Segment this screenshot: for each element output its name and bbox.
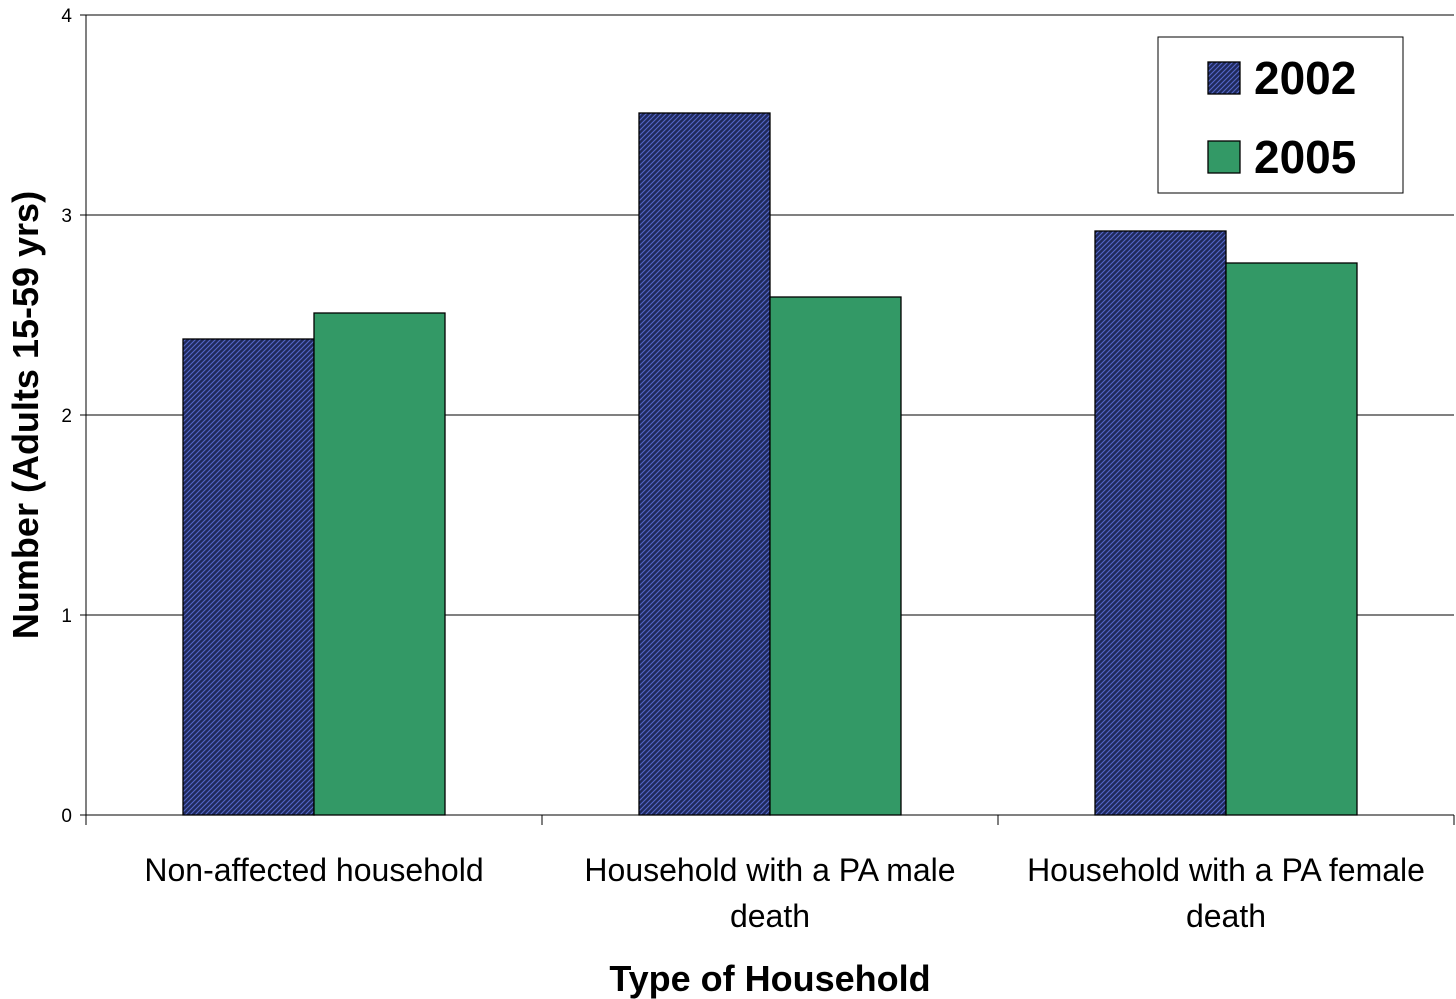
bar-2005 [1225,262,1358,816]
x-axis-title: Type of Household [609,958,930,999]
y-tick-label: 3 [61,206,72,227]
x-category-label: Non-affected household [144,852,483,888]
x-category-label: death [730,898,810,934]
x-category-label: Household with a PA male [584,852,955,888]
bar-2005 [313,312,446,816]
x-category-label: Household with a PA female [1027,852,1425,888]
y-tick-labels: 0 1 2 3 4 [61,6,72,827]
x-category-label: death [1186,898,1266,934]
y-tick-label: 1 [61,606,72,627]
legend-box [1157,36,1404,194]
y-axis-title: Number (Adults 15-59 yrs) [5,191,46,639]
x-category-labels: Non-affected household Household with a P… [144,852,1425,934]
axes [80,14,1455,825]
legend-label-2005: 2005 [1254,131,1356,183]
legend-label-2002: 2002 [1254,52,1356,104]
legend: 2002 2005 [1157,36,1404,194]
bar-2005 [769,296,902,816]
bar-2002 [638,112,771,816]
legend-swatch-2002 [1207,61,1241,95]
y-tick-label: 0 [61,806,72,827]
y-tick-label: 4 [61,6,72,27]
y-tick-label: 2 [61,406,72,427]
bar-2002 [1094,230,1227,816]
bars [182,112,1358,816]
legend-swatch-2005 [1207,140,1241,174]
bar-2002 [182,338,315,816]
